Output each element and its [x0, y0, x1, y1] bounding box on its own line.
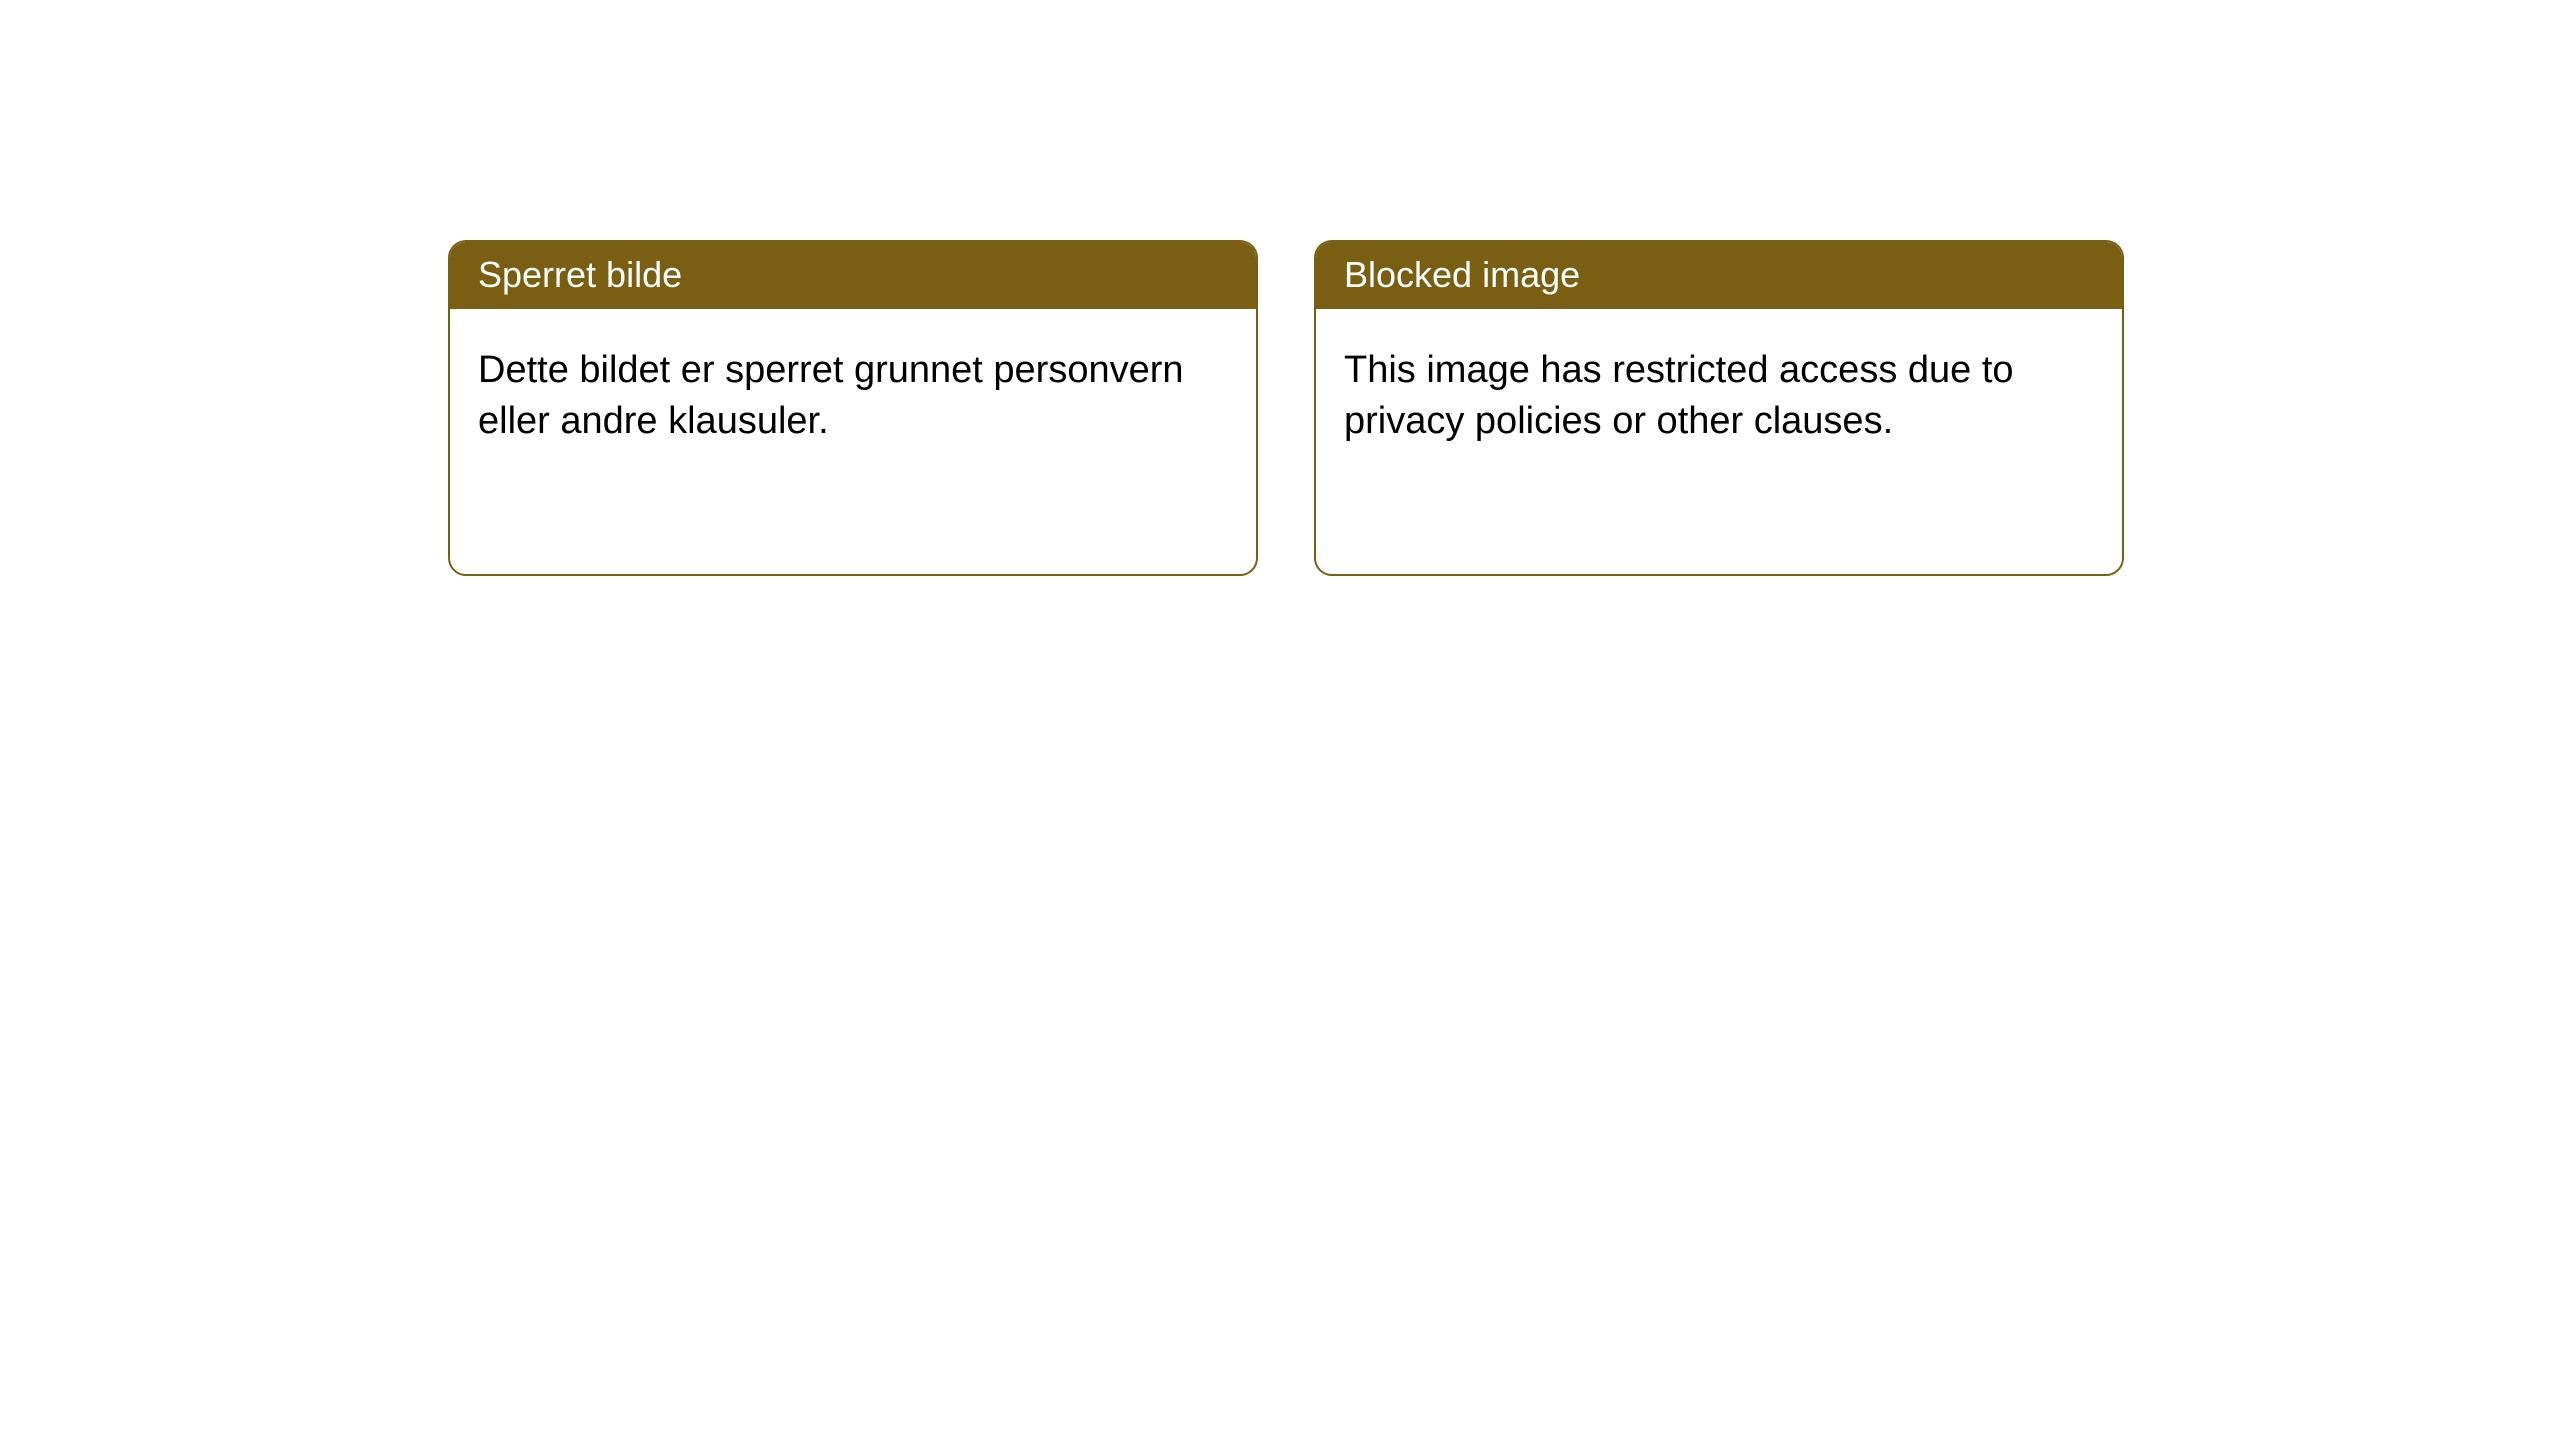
notice-body: This image has restricted access due to … — [1316, 309, 2122, 484]
notice-card-english: Blocked image This image has restricted … — [1314, 240, 2124, 576]
notice-header: Blocked image — [1316, 242, 2122, 309]
notice-card-norwegian: Sperret bilde Dette bildet er sperret gr… — [448, 240, 1258, 576]
notice-body: Dette bildet er sperret grunnet personve… — [450, 309, 1256, 484]
notice-container: Sperret bilde Dette bildet er sperret gr… — [0, 0, 2560, 576]
notice-header: Sperret bilde — [450, 242, 1256, 309]
